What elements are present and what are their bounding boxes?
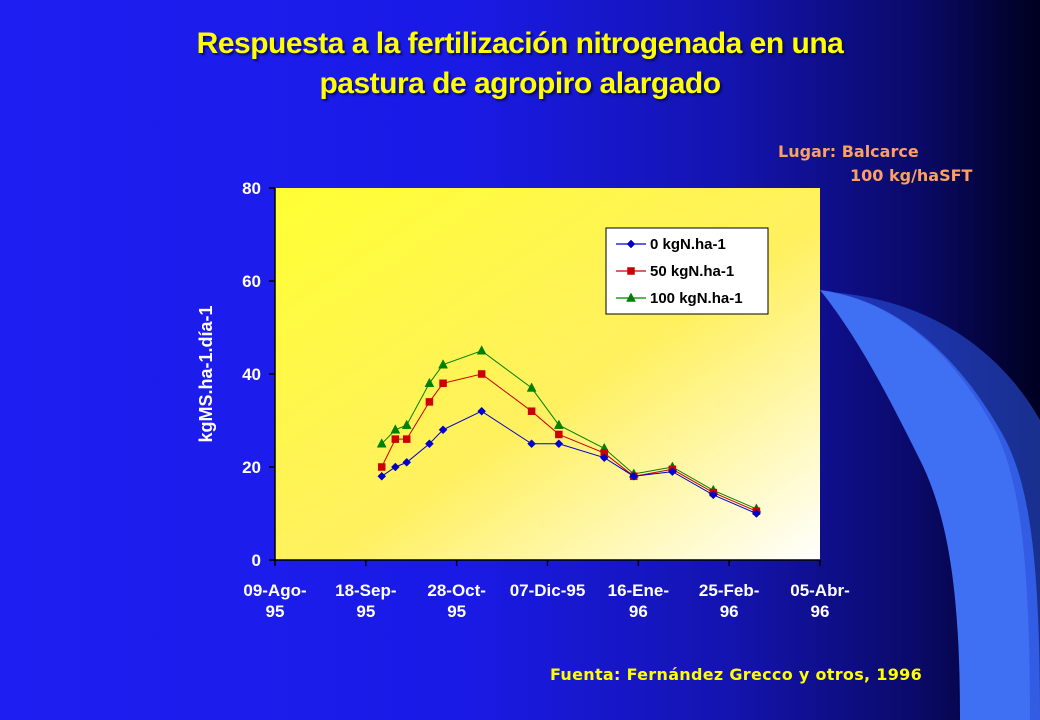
x-tick-label: 09-Ago-95 (243, 581, 306, 621)
y-tick-label: 80 (242, 179, 261, 198)
series-group (377, 406, 761, 518)
y-tick-label: 40 (242, 365, 261, 384)
x-tick-label: 16-Ene-96 (608, 581, 669, 621)
y-tick-label: 60 (242, 272, 261, 291)
data-point (402, 457, 412, 467)
data-point (752, 509, 761, 518)
data-point (376, 438, 387, 448)
data-point (553, 419, 564, 429)
data-point (439, 379, 447, 388)
data-point (391, 462, 400, 472)
title-line-1: Respuesta a la fertilización nitrogenada… (196, 27, 844, 60)
data-point (438, 359, 448, 369)
data-point (477, 370, 486, 378)
data-point (377, 463, 386, 471)
legend-label: 0 kgN.ha-1 (650, 236, 726, 253)
data-point (527, 439, 536, 449)
data-point (668, 467, 677, 477)
legend-marker (627, 267, 635, 275)
x-tick-label: 25-Feb-96 (699, 581, 759, 621)
data-point (527, 407, 536, 415)
y-tick-label: 0 (252, 551, 261, 570)
data-point (391, 435, 400, 443)
data-point (599, 453, 609, 463)
data-point (629, 471, 639, 481)
data-point (425, 439, 434, 449)
data-point (425, 398, 434, 406)
place-annotation: Lugar: Balcarce (778, 142, 919, 161)
legend-marker (626, 239, 636, 249)
legend-label: 100 kgN.ha-1 (650, 290, 743, 307)
data-point (438, 425, 448, 435)
legend-label: 50 kgN.ha-1 (650, 263, 734, 280)
x-tick-label: 18-Sep-95 (335, 581, 396, 621)
data-point (555, 430, 563, 439)
data-point (401, 419, 412, 429)
y-tick-label: 20 (242, 458, 261, 477)
data-point (377, 471, 387, 481)
slide-title: Respuesta a la fertilización nitrogenada… (120, 24, 920, 104)
dose-annotation: 100 kg/haSFT (850, 166, 973, 185)
data-point (554, 439, 564, 449)
source-citation: Fuenta: Fernández Grecco y otros, 1996 (550, 665, 923, 684)
data-point (390, 424, 401, 434)
x-tick-label: 28-Oct-95 (427, 581, 486, 621)
data-point (402, 435, 411, 443)
data-point (526, 382, 537, 392)
title-line-2: pastura de agropiro alargado (319, 67, 721, 100)
legend-marker (626, 292, 636, 302)
data-point (476, 345, 487, 355)
data-point (424, 377, 435, 388)
x-tick-label: 05-Abr-96 (790, 581, 850, 621)
y-axis-title: kgMS.ha-1.día-1 (196, 305, 216, 442)
data-point (708, 490, 718, 500)
x-tick-label: 07-Dic-95 (510, 581, 586, 600)
data-point (477, 406, 486, 416)
